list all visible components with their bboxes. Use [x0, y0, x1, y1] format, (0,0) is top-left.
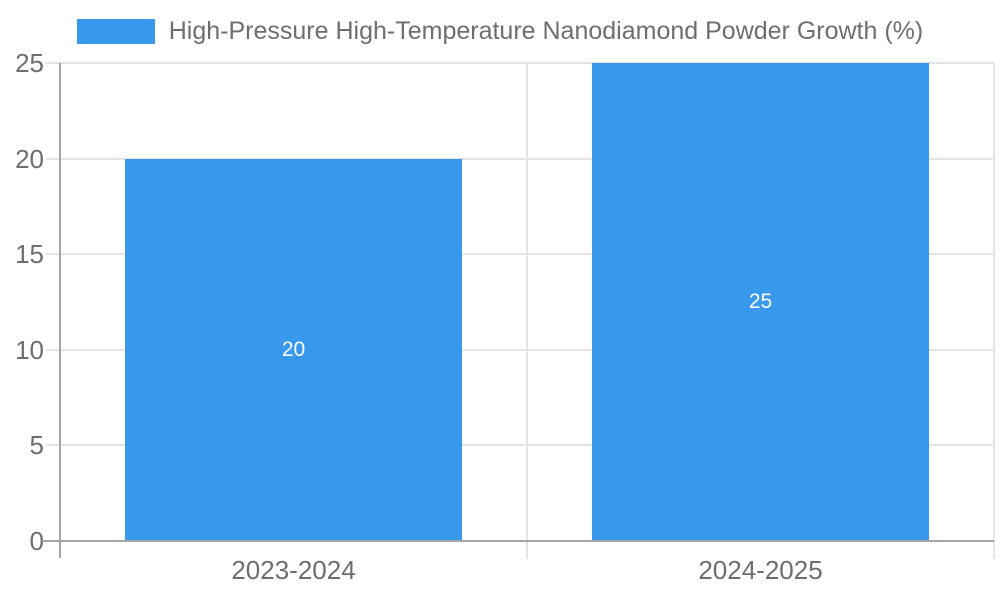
- y-tick-label: 0: [29, 526, 44, 556]
- y-tick-label: 20: [15, 143, 44, 174]
- legend: High-Pressure High-Temperature Nanodiamo…: [0, 17, 1000, 46]
- legend-label: High-Pressure High-Temperature Nanodiamo…: [168, 17, 924, 45]
- y-tick-label: 15: [15, 239, 44, 270]
- y-gridline: [46, 444, 994, 447]
- x-tick-label: 2024-2025: [698, 555, 823, 585]
- x-axis-labels: 2023-2024 2024-2025: [60, 556, 994, 588]
- bar: 25: [592, 63, 929, 541]
- y-tick-label: 10: [15, 334, 44, 365]
- y-tick-label: 5: [29, 430, 44, 461]
- legend-swatch: [76, 19, 155, 44]
- y-tick-label: 25: [15, 48, 44, 78]
- y-gridline: [46, 253, 994, 256]
- y-gridline: [46, 348, 994, 351]
- y-axis-line: [59, 63, 61, 558]
- bar-value-label: 20: [281, 337, 306, 361]
- bar: 20: [125, 158, 462, 541]
- plot-area: 20 25: [46, 62, 995, 559]
- y-gridline: [46, 157, 994, 160]
- y-axis-labels: 0 5 10 15 20 25: [0, 50, 44, 554]
- x-gridline: [526, 63, 528, 559]
- y-gridline: [46, 62, 994, 64]
- x-axis-line: [42, 540, 994, 542]
- x-tick-label: 2023-2024: [231, 555, 356, 585]
- x-gridline: [993, 63, 995, 559]
- bar-value-label: 25: [748, 290, 773, 313]
